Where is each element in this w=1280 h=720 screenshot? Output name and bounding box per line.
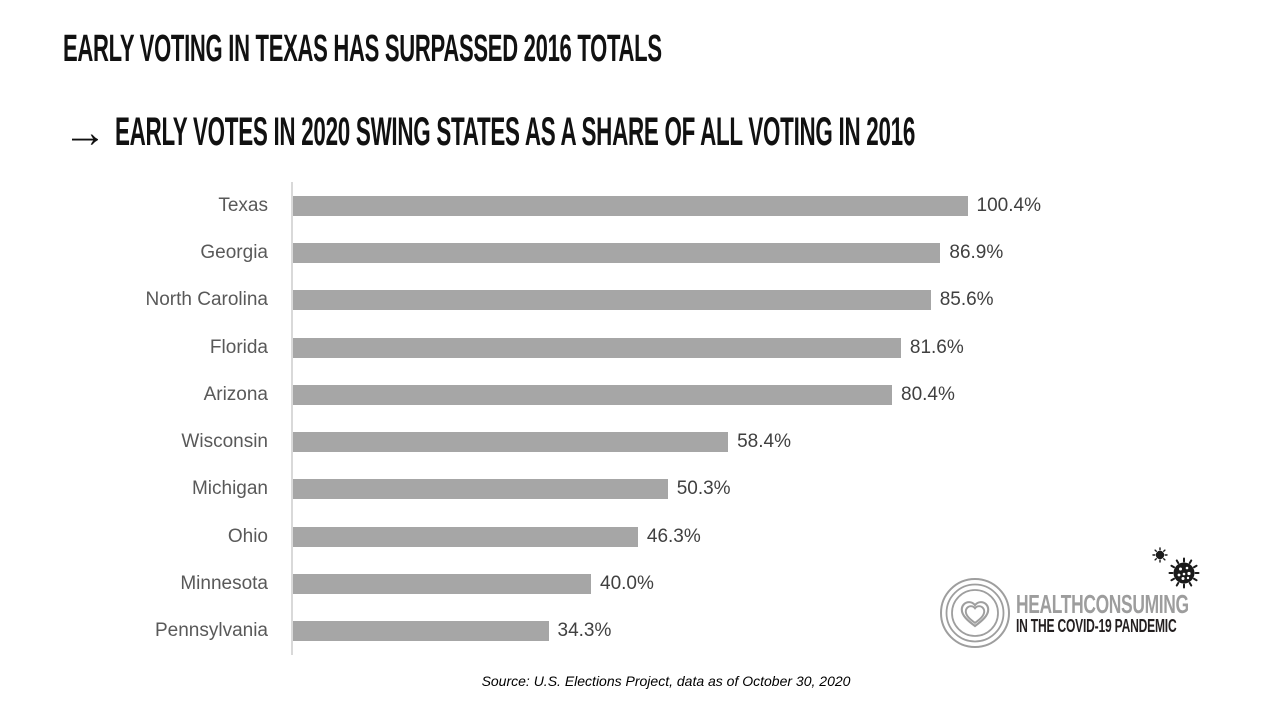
- value-label: 81.6%: [909, 336, 964, 358]
- bar: [293, 290, 931, 311]
- category-label: Ohio: [227, 525, 268, 547]
- value-label: 46.3%: [646, 525, 701, 547]
- bar-area: 40.0%: [293, 573, 1041, 595]
- bar-area: 100.4%: [293, 195, 1041, 217]
- bar: [293, 479, 668, 500]
- chart-rows: Texas 100.4% Georgia 86.9% North Carolina 85.…: [60, 182, 1240, 655]
- subtitle: → EARLY VOTES IN 2020 SWING STATES AS A …: [63, 110, 1280, 155]
- heart-rings-icon: [940, 578, 1010, 648]
- value-label: 40.0%: [600, 573, 654, 595]
- logo-brand: HEALTHCONSUMING: [1016, 589, 1189, 619]
- healthconsuming-logo: HEALTHCONSUMING IN THE COVID-19 PANDEMIC: [936, 546, 1226, 656]
- category-label: Georgia: [200, 241, 268, 263]
- chart-row: Florida 81.6%: [60, 324, 1240, 371]
- bar-chart: Texas 100.4% Georgia 86.9% North Carolina 85.…: [60, 182, 1240, 655]
- bar: [293, 574, 591, 595]
- value-label: 80.4%: [901, 383, 955, 405]
- logo-text: HEALTHCONSUMING IN THE COVID-19 PANDEMIC: [1016, 591, 1274, 636]
- category-label: Pennsylvania: [154, 620, 268, 642]
- value-label: 34.3%: [557, 620, 612, 642]
- bar-area: 46.3%: [293, 526, 1041, 548]
- bar: [293, 384, 892, 405]
- arrow-icon: →: [63, 107, 107, 157]
- chart-row: Wisconsin 58.4%: [60, 418, 1240, 465]
- source-note: Source: U.S. Elections Project, data as …: [481, 673, 851, 689]
- bar-area: 80.4%: [293, 384, 1041, 406]
- bar-area: 34.3%: [293, 620, 1041, 642]
- chart-row: North Carolina 85.6%: [60, 277, 1240, 324]
- bar-area: 58.4%: [293, 431, 1041, 453]
- category-label: Arizona: [203, 383, 268, 405]
- category-label: Florida: [209, 336, 268, 358]
- value-label: 50.3%: [676, 478, 731, 500]
- bar-area: 81.6%: [293, 337, 1041, 359]
- coronavirus-icon: [1152, 547, 1200, 589]
- bar: [293, 337, 901, 358]
- bar: [293, 195, 968, 216]
- category-label: Wisconsin: [181, 431, 268, 453]
- category-label: Minnesota: [180, 573, 268, 595]
- bar-area: 85.6%: [293, 289, 1041, 311]
- bar-area: 86.9%: [293, 242, 1041, 264]
- value-label: 86.9%: [949, 241, 1004, 263]
- page-title: EARLY VOTING IN TEXAS HAS SURPASSED 2016…: [63, 28, 662, 70]
- chart-row: Texas 100.4%: [60, 182, 1240, 229]
- bar-area: 50.3%: [293, 478, 1041, 500]
- chart-row: Georgia 86.9%: [60, 229, 1240, 276]
- chart-axis-line: [291, 182, 293, 655]
- bar: [293, 242, 941, 263]
- logo-tagline: IN THE COVID-19 PANDEMIC: [1016, 616, 1177, 636]
- category-label: Michigan: [191, 478, 268, 500]
- chart-row: Michigan 50.3%: [60, 466, 1240, 513]
- category-label: Texas: [218, 194, 268, 216]
- chart-row: Ohio 46.3%: [60, 513, 1240, 560]
- chart-row: Arizona 80.4%: [60, 371, 1240, 418]
- bar: [293, 432, 729, 453]
- category-label: North Carolina: [145, 289, 269, 311]
- bar: [293, 621, 549, 642]
- chart-row: Minnesota 40.0%: [60, 560, 1240, 607]
- bar: [293, 526, 638, 547]
- value-label: 58.4%: [737, 431, 791, 453]
- value-label: 100.4%: [976, 194, 1041, 216]
- chart-row: Pennsylvania 34.3%: [60, 608, 1240, 655]
- subtitle-text: EARLY VOTES IN 2020 SWING STATES AS A SH…: [115, 110, 915, 154]
- value-label: 85.6%: [939, 289, 994, 311]
